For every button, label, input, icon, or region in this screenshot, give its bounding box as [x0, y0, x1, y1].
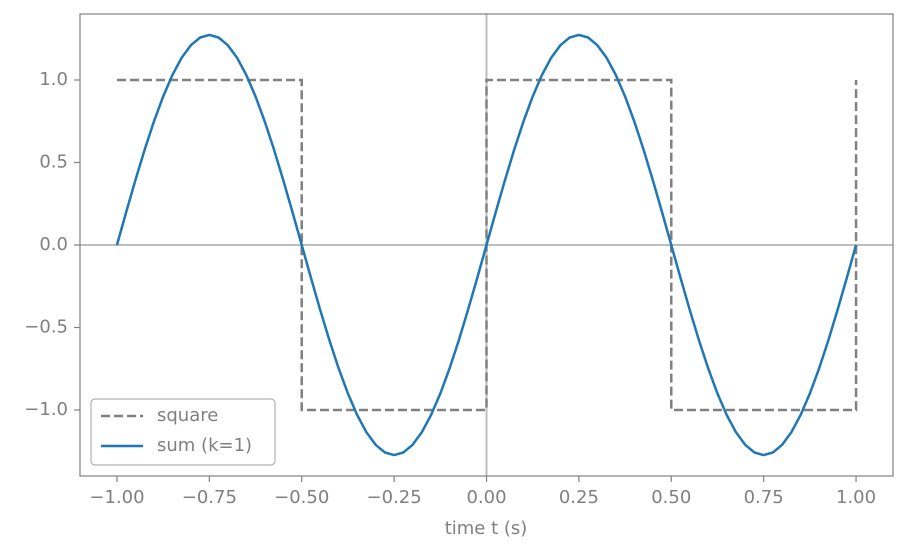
- x-axis-label: time t (s): [445, 518, 528, 539]
- x-tick-label: 0.75: [744, 487, 784, 508]
- x-tick-label: −1.00: [89, 487, 144, 508]
- x-tick-label: 0.25: [559, 487, 599, 508]
- y-tick-label: 0.0: [39, 234, 68, 255]
- x-tick-label: 1.00: [836, 487, 876, 508]
- x-tick-label: 0.00: [466, 487, 506, 508]
- plot-frame: [79, 13, 894, 477]
- y-tick-label: −0.5: [24, 317, 68, 338]
- legend-box: [90, 398, 276, 466]
- x-tick-label: −0.25: [367, 487, 422, 508]
- y-tick-label: −1.0: [24, 399, 68, 420]
- legend-label: sum (k=1): [157, 435, 252, 456]
- series-line: [116, 78, 858, 412]
- x-tick-label: −0.75: [182, 487, 237, 508]
- x-tick-label: −0.50: [274, 487, 329, 508]
- legend-label: square: [157, 405, 218, 426]
- x-tick-label: 0.50: [651, 487, 691, 508]
- series-line: [115, 33, 858, 457]
- y-tick-label: 1.0: [39, 69, 68, 90]
- y-tick-label: 0.5: [39, 152, 68, 173]
